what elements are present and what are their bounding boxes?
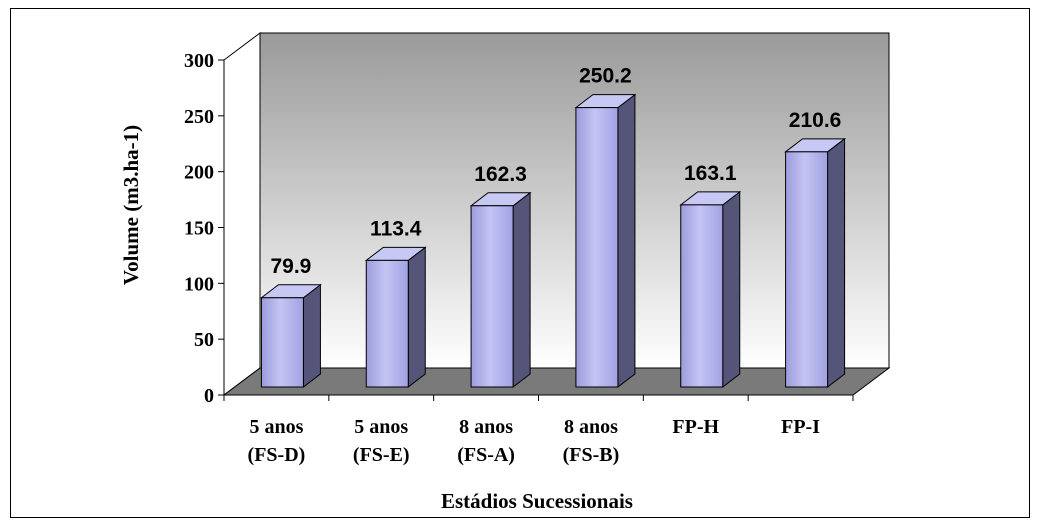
category-label: (FS-D) — [248, 444, 306, 466]
bar-side — [512, 191, 531, 389]
category-label: (FS-B) — [563, 444, 620, 466]
y-tick-label: 250 — [184, 106, 214, 128]
bar — [469, 191, 532, 389]
category-label: (FS-E) — [353, 444, 410, 466]
y-axis-title: Volume (m3.ha-1) — [119, 125, 143, 285]
bar-front — [260, 297, 304, 388]
data-labels: 79.9 113.4 162.3 250.2 163.1 210.6 — [270, 65, 841, 278]
data-label: 113.4 — [370, 217, 422, 240]
category-label: FP-H — [672, 416, 719, 438]
bar-front — [680, 204, 724, 388]
data-label: 163.1 — [684, 162, 737, 185]
bar-side — [407, 246, 426, 389]
bar-front — [575, 107, 619, 388]
bar — [784, 137, 847, 389]
bar-front — [785, 151, 829, 388]
y-tick-label: 200 — [184, 162, 214, 184]
y-tick-label: 100 — [184, 273, 214, 295]
category-label: 5 anos — [354, 416, 408, 438]
bar — [364, 246, 427, 389]
x-axis-title: Estádios Sucessionais — [441, 489, 633, 513]
wall-outline — [259, 32, 890, 368]
category-label: (FS-A) — [457, 444, 515, 466]
data-label: 210.6 — [789, 109, 842, 132]
bar-side — [827, 137, 846, 389]
y-ticks: 0 50 100 150 200 250 300 — [184, 50, 224, 407]
y-tick-label: 300 — [184, 50, 214, 72]
data-label: 250.2 — [579, 65, 632, 88]
side-wall — [223, 32, 261, 396]
x-ticks — [223, 395, 854, 401]
category-label: 8 anos — [459, 416, 513, 438]
bar-side — [617, 93, 636, 389]
bar-front — [365, 259, 409, 388]
category-label: FP-I — [781, 416, 820, 438]
bar — [574, 93, 637, 389]
category-label: 5 anos — [249, 416, 303, 438]
bar-front — [470, 205, 514, 388]
bar — [679, 190, 742, 389]
category-label: 8 anos — [564, 416, 618, 438]
y-tick-label: 50 — [194, 329, 214, 351]
bars — [259, 93, 847, 389]
y-tick-label: 150 — [184, 218, 214, 240]
data-label: 162.3 — [474, 163, 527, 186]
category-labels: 5 anos (FS-D) 5 anos (FS-E) 8 anos (FS-A) 8 an… — [248, 416, 821, 466]
bar — [259, 283, 322, 389]
bar-side — [722, 190, 741, 389]
y-tick-label: 0 — [204, 385, 214, 407]
bar-side — [302, 283, 321, 389]
data-label: 79.9 — [270, 255, 311, 278]
